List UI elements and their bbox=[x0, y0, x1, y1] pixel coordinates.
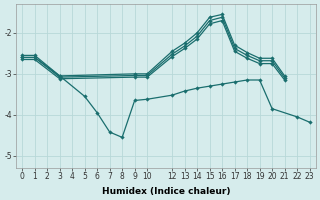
X-axis label: Humidex (Indice chaleur): Humidex (Indice chaleur) bbox=[102, 187, 230, 196]
